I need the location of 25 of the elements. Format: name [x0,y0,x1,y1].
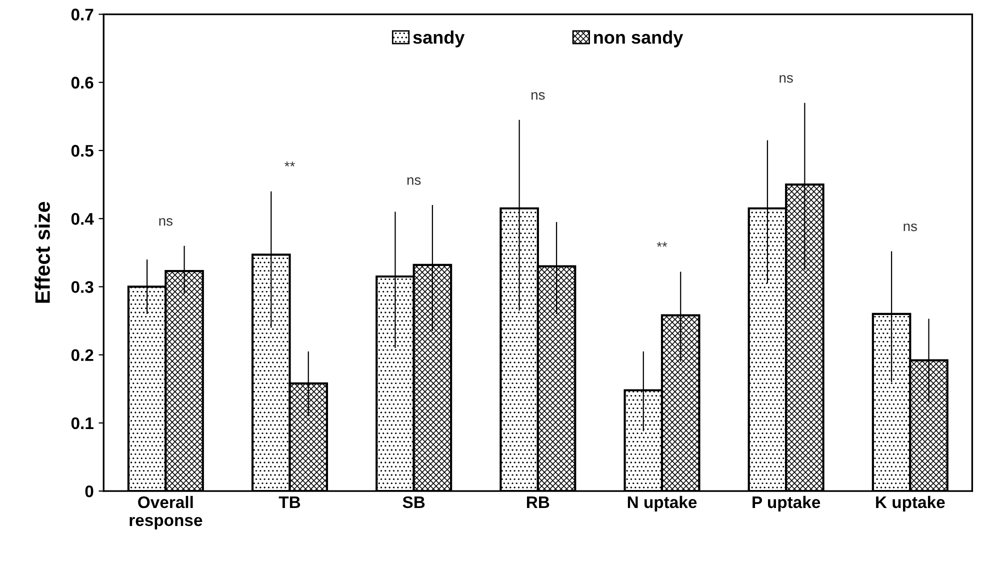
annotation: ns [904,224,917,232]
x-tick-label: RB [526,496,550,508]
annotation: ns [407,177,421,185]
x-tick-label: Overall response [130,496,202,530]
x-tick-label: N uptake [628,496,697,512]
y-tick-label: 0.7 [71,8,94,20]
legend-label: sandy [413,30,465,48]
x-tick-label: SB [402,496,425,508]
y-tick-label: 0.5 [71,144,94,157]
y-tick-label: 0.3 [71,281,94,293]
annotation: ** [656,242,668,247]
x-tick-label: P uptake [752,496,820,512]
annotation: ** [284,162,295,166]
x-tick-label: K uptake [876,496,945,512]
annotation: ns [159,218,173,226]
legend-label: non sandy [594,30,684,48]
y-tick-label: 0 [85,485,94,498]
y-tick-label: 0.1 [71,417,94,430]
y-tick-label: 0.2 [71,349,94,362]
annotation: ns [532,92,545,100]
annotation: ns [780,75,793,83]
y-axis-title: Effect size [34,202,50,303]
y-tick-label: 0.4 [71,213,94,225]
x-tick-label: TB [278,496,300,508]
y-tick-label: 0.6 [71,76,94,89]
